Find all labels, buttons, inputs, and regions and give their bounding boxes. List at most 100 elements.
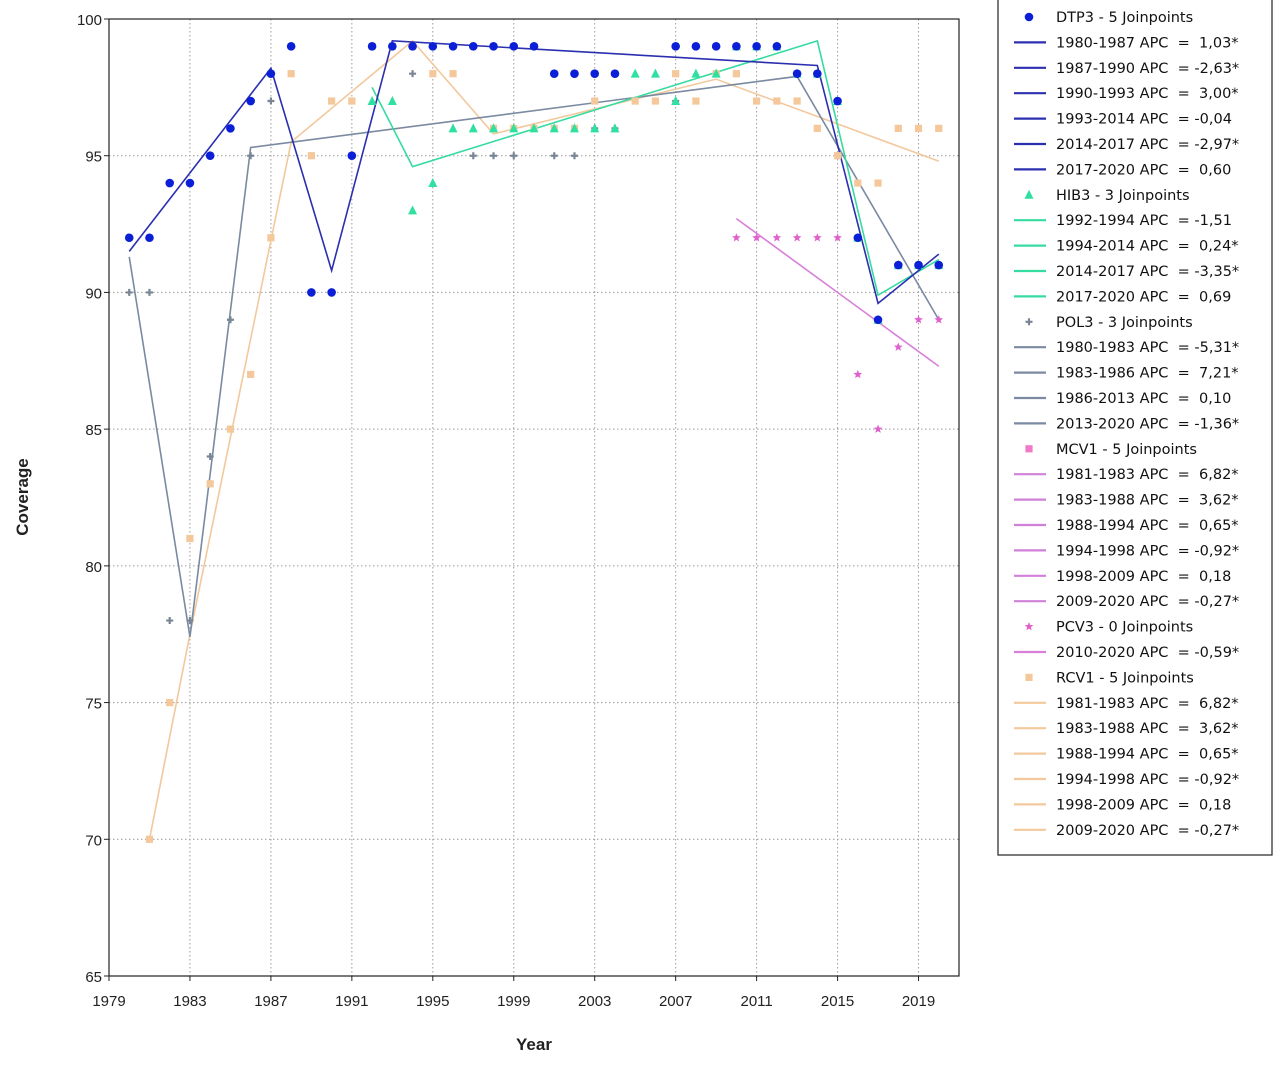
data-point bbox=[469, 152, 477, 160]
legend-segment-label: 1986-2013 APC = 0,10 bbox=[1056, 391, 1231, 407]
data-point bbox=[246, 96, 255, 106]
data-point bbox=[286, 42, 296, 51]
data-point bbox=[753, 97, 761, 105]
legend-segment-label: 1983-1986 APC = 7,21* bbox=[1056, 366, 1239, 382]
data-point bbox=[186, 534, 194, 543]
data-point bbox=[287, 70, 295, 78]
data-point bbox=[267, 234, 275, 242]
data-point bbox=[671, 96, 681, 106]
legend-segment-label: 1998-2009 APC = 0,18 bbox=[1056, 797, 1231, 813]
data-point bbox=[792, 233, 802, 242]
data-point bbox=[387, 96, 397, 106]
legend-segment-label: 1980-1983 APC = -5,31* bbox=[1056, 340, 1239, 356]
data-point bbox=[873, 315, 883, 325]
data-point bbox=[569, 123, 579, 133]
data-point bbox=[935, 124, 943, 132]
y-tick-label: 65 bbox=[85, 969, 102, 986]
data-point bbox=[186, 617, 194, 625]
data-point bbox=[348, 97, 356, 105]
data-point bbox=[145, 233, 154, 243]
data-point bbox=[550, 152, 558, 160]
data-point bbox=[145, 288, 153, 296]
data-point bbox=[205, 151, 215, 161]
y-tick-label: 75 bbox=[85, 696, 102, 713]
trend-line bbox=[128, 40, 940, 305]
data-point bbox=[468, 42, 478, 51]
data-point bbox=[247, 152, 255, 160]
y-tick-label: 100 bbox=[77, 12, 102, 29]
data-point bbox=[490, 152, 498, 160]
y-tick-label: 70 bbox=[85, 832, 102, 849]
legend-segment-label: 1980-1987 APC = 1,03* bbox=[1056, 35, 1239, 51]
data-point bbox=[914, 315, 923, 324]
data-point bbox=[671, 42, 680, 51]
legend-segment-label: 2014-2017 APC = -3,35* bbox=[1056, 264, 1239, 280]
data-point bbox=[549, 69, 559, 78]
data-point bbox=[672, 70, 680, 78]
legend-segment-label: 2009-2020 APC = -0,27* bbox=[1056, 823, 1239, 839]
legend-segment-label: 2013-2020 APC = -1,36* bbox=[1056, 416, 1239, 432]
data-point bbox=[874, 179, 882, 187]
legend-series-label: DTP3 - 5 Joinpoints bbox=[1056, 10, 1193, 26]
data-point bbox=[247, 370, 255, 379]
data-point bbox=[328, 97, 336, 105]
x-tick-label: 1983 bbox=[173, 993, 206, 1010]
trend-lines bbox=[128, 39, 940, 840]
x-tick-label: 2003 bbox=[578, 993, 611, 1010]
legend-segment-label: 2009-2020 APC = -0,27* bbox=[1056, 594, 1239, 610]
data-point bbox=[833, 152, 842, 160]
data-point bbox=[428, 42, 438, 51]
y-tick-label: 85 bbox=[85, 422, 102, 439]
data-point bbox=[711, 68, 721, 78]
data-point bbox=[549, 123, 559, 133]
trend-line bbox=[128, 75, 940, 638]
data-point bbox=[206, 480, 214, 488]
data-point bbox=[429, 70, 437, 78]
x-tick-label: 2007 bbox=[659, 993, 692, 1010]
data-point bbox=[347, 151, 357, 161]
data-point bbox=[367, 42, 377, 51]
data-point bbox=[267, 97, 275, 105]
plot-frame bbox=[108, 18, 960, 977]
data-point bbox=[893, 342, 903, 351]
x-tick-label: 1987 bbox=[254, 993, 287, 1010]
data-point bbox=[307, 152, 315, 160]
data-point bbox=[307, 288, 316, 297]
legend-segment-label: 1994-1998 APC = -0,92* bbox=[1056, 543, 1239, 559]
data-point bbox=[489, 123, 499, 133]
y-axis-ticks: 65 70 75 80 85 90 95 100 bbox=[77, 12, 109, 986]
data-point bbox=[691, 68, 701, 78]
data-point bbox=[752, 233, 761, 242]
legend-segment-label: 1994-1998 APC = -0,92* bbox=[1056, 772, 1239, 788]
data-point bbox=[124, 233, 134, 243]
data-point bbox=[529, 42, 539, 51]
data-point bbox=[772, 233, 782, 242]
x-tick-label: 2019 bbox=[902, 993, 935, 1010]
data-point bbox=[206, 452, 214, 460]
legend-series-label: RCV1 - 5 Joinpoints bbox=[1056, 670, 1194, 686]
data-point bbox=[651, 97, 660, 105]
legend-segment-label: 1981-1983 APC = 6,82* bbox=[1056, 467, 1239, 483]
x-tick-label: 1995 bbox=[416, 993, 449, 1010]
y-tick-label: 80 bbox=[85, 559, 102, 576]
legend-segment-label: 1990-1993 APC = 3,00* bbox=[1056, 86, 1239, 102]
data-point bbox=[166, 617, 174, 625]
legend-segment-label: 1992-1994 APC = -1,51 bbox=[1056, 213, 1232, 229]
data-point bbox=[792, 69, 802, 78]
data-point bbox=[266, 69, 276, 78]
data-point bbox=[732, 70, 740, 78]
data-point bbox=[226, 425, 235, 433]
y-axis-title: Coverage bbox=[13, 458, 32, 535]
y-tick-label: 95 bbox=[85, 149, 102, 166]
data-point bbox=[591, 97, 599, 105]
data-point bbox=[489, 42, 498, 51]
data-point bbox=[752, 42, 761, 51]
data-point bbox=[590, 123, 600, 133]
data-point bbox=[732, 42, 741, 51]
legend-segment-label: 1988-1994 APC = 0,65* bbox=[1056, 518, 1239, 534]
data-point bbox=[813, 69, 822, 78]
data-point bbox=[873, 424, 883, 433]
legend-segment-label: 1993-2014 APC = -0,04 bbox=[1056, 112, 1232, 128]
x-axis-title: Year bbox=[516, 1035, 552, 1054]
legend-segment-label: 2014-2017 APC = -2,97* bbox=[1056, 137, 1239, 153]
